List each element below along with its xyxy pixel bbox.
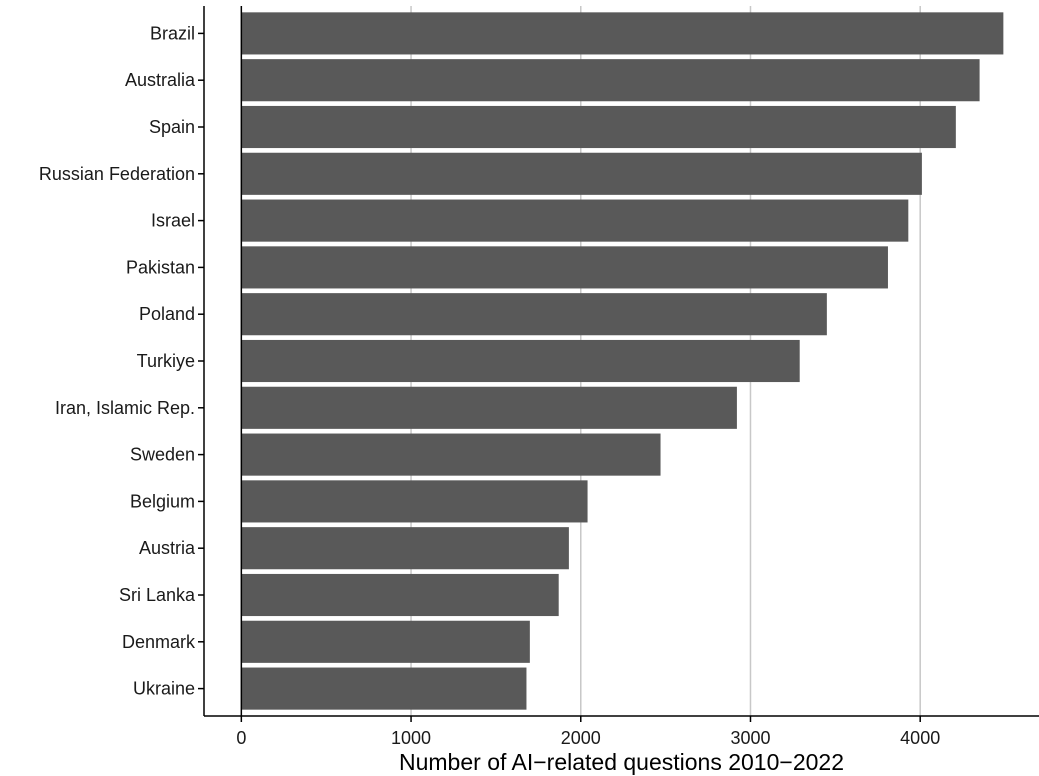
- bar-poland: [241, 293, 827, 336]
- xtick-label-0: 0: [236, 728, 246, 748]
- xtick-label-1000: 1000: [391, 728, 431, 748]
- ytick-label-brazil: Brazil: [150, 23, 195, 43]
- bar-belgium: [241, 480, 588, 523]
- bar-ukraine: [241, 667, 527, 710]
- bar-iran-islamic-rep: [241, 386, 737, 429]
- bar-israel: [241, 199, 909, 242]
- ytick-label-iran-islamic-rep: Iran, Islamic Rep.: [55, 398, 195, 418]
- ytick-label-ukraine: Ukraine: [133, 679, 195, 699]
- xtick-label-2000: 2000: [561, 728, 601, 748]
- ytick-label-australia: Australia: [125, 70, 196, 90]
- x-ticks: 0 1000 2000 3000 4000: [236, 716, 940, 748]
- bar-pakistan: [241, 246, 888, 289]
- ytick-label-russian-federation: Russian Federation: [39, 164, 195, 184]
- xtick-label-3000: 3000: [730, 728, 770, 748]
- bar-turkiye: [241, 339, 800, 383]
- ytick-label-austria: Austria: [139, 538, 196, 558]
- xtick-label-4000: 4000: [900, 728, 940, 748]
- y-ticks: Brazil Australia Spain Russian Federation Is…: [39, 23, 204, 699]
- bar-spain: [241, 105, 956, 149]
- bar-brazil: [241, 12, 1004, 55]
- ytick-label-spain: Spain: [149, 117, 195, 137]
- bar-australia: [241, 59, 980, 102]
- bar-russian-federation: [241, 152, 922, 195]
- bar-sri-lanka: [241, 573, 559, 617]
- bars: [241, 12, 1004, 710]
- ytick-label-pakistan: Pakistan: [126, 257, 195, 277]
- ytick-label-belgium: Belgium: [130, 491, 195, 511]
- ytick-label-poland: Poland: [139, 304, 195, 324]
- ytick-label-denmark: Denmark: [122, 632, 196, 652]
- ytick-label-israel: Israel: [151, 211, 195, 231]
- bar-denmark: [241, 620, 530, 663]
- ytick-label-sweden: Sweden: [130, 445, 195, 465]
- ytick-label-turkiye: Turkiye: [137, 351, 195, 371]
- ytick-label-sri-lanka: Sri Lanka: [119, 585, 196, 605]
- bar-sweden: [241, 433, 661, 476]
- bar-austria: [241, 527, 569, 570]
- x-axis-title: Number of AI−related questions 2010−2022: [399, 749, 844, 775]
